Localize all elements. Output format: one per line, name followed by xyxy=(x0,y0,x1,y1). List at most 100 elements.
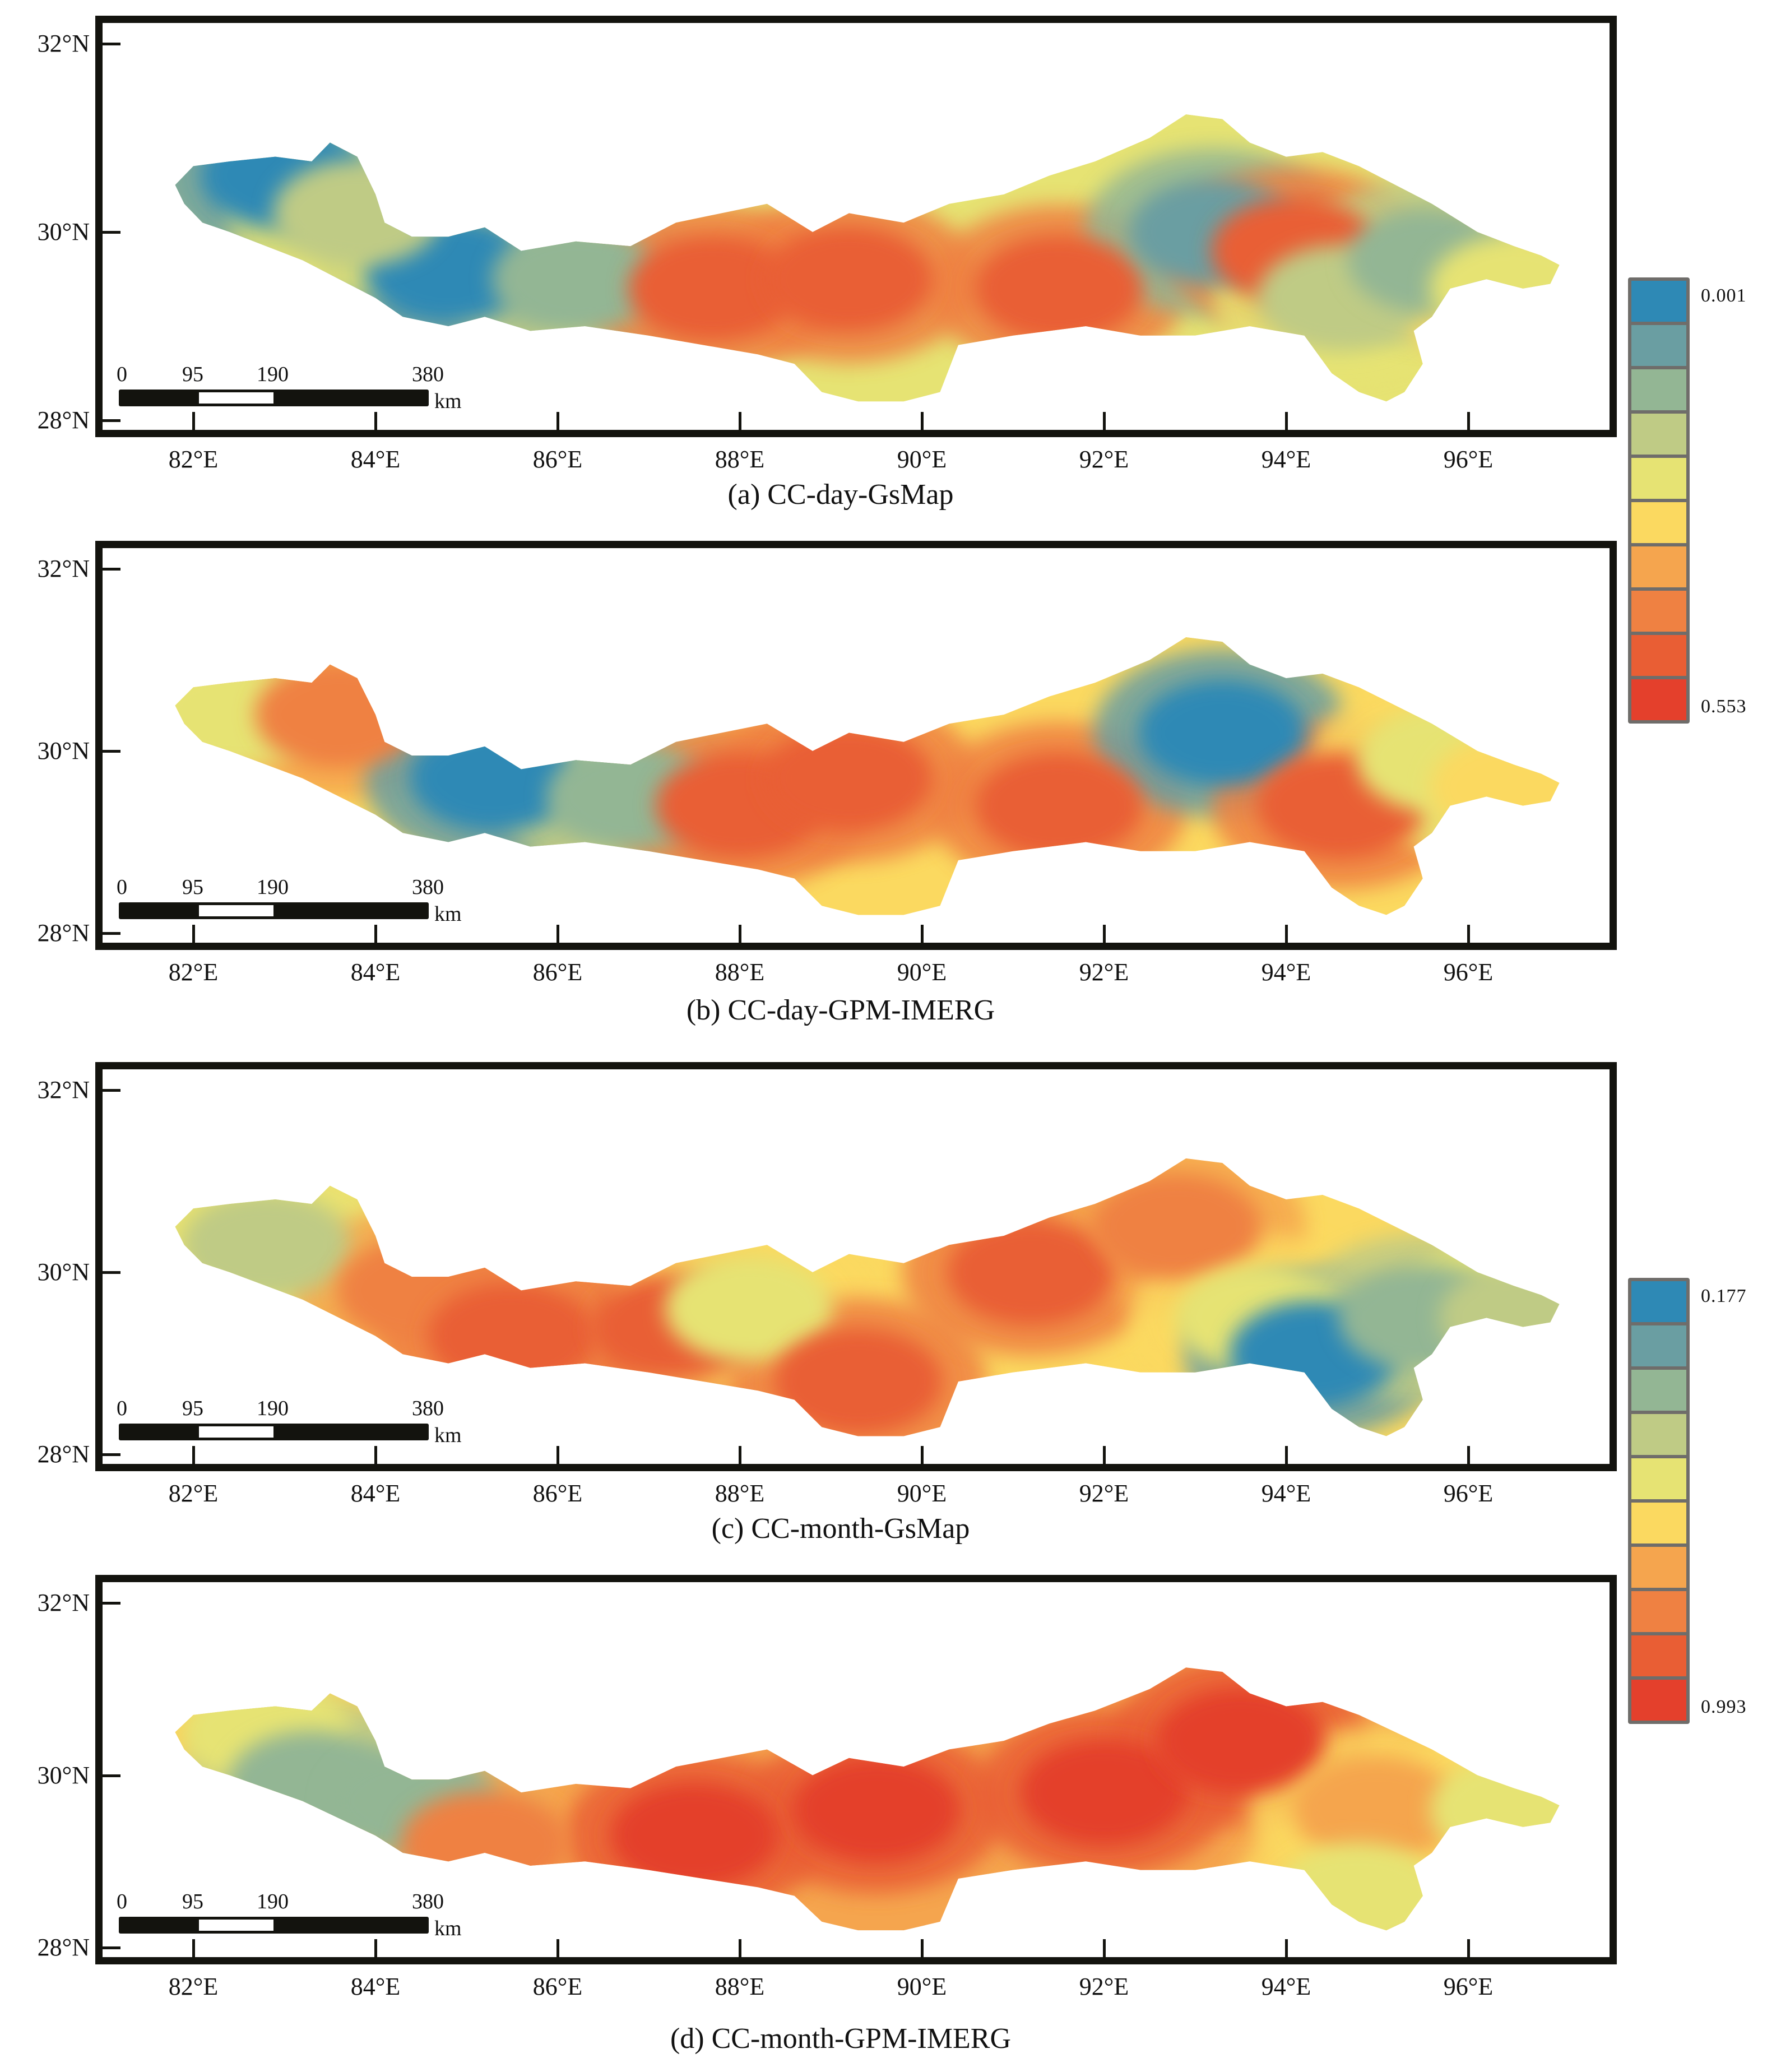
lat-tick xyxy=(103,1453,120,1456)
scale-bar-label: 95 xyxy=(182,363,203,386)
lat-label: 30°N xyxy=(37,1761,90,1789)
lon-tick xyxy=(556,925,559,943)
lat-tick xyxy=(103,568,120,571)
scale-bar-label: 380 xyxy=(412,1397,444,1420)
lon-label: 92°E xyxy=(1079,1973,1129,2000)
map-frame xyxy=(95,1575,1617,1964)
legend-swatch xyxy=(1631,1414,1686,1455)
lon-label: 86°E xyxy=(532,958,583,986)
lat-tick xyxy=(103,43,120,45)
scale-bar-label: 380 xyxy=(412,363,444,386)
lon-tick xyxy=(921,925,924,943)
lon-tick xyxy=(374,1446,377,1464)
scale-bar-unit: km xyxy=(434,902,462,926)
lon-tick xyxy=(921,412,924,430)
lon-tick xyxy=(1103,412,1106,430)
lon-label: 86°E xyxy=(532,446,583,473)
legend-swatch xyxy=(1631,1370,1686,1411)
scale-bar-graphic xyxy=(119,902,429,919)
legend-swatch xyxy=(1631,458,1686,499)
lon-label: 90°E xyxy=(897,958,947,986)
legend-box xyxy=(1628,277,1690,724)
legend-swatch xyxy=(1631,1281,1686,1322)
legend-swatch xyxy=(1631,281,1686,322)
lon-tick xyxy=(1103,1446,1106,1464)
lat-label: 32°N xyxy=(37,1589,90,1616)
legend-swatch xyxy=(1631,1458,1686,1499)
lat-label: 32°N xyxy=(37,1076,90,1104)
lat-label: 28°N xyxy=(37,1440,90,1468)
lat-tick xyxy=(103,750,120,753)
scale-bar-label: 0 xyxy=(117,363,127,386)
legend-swatch xyxy=(1631,325,1686,366)
legend-swatch xyxy=(1631,1547,1686,1588)
lon-label: 90°E xyxy=(897,1480,947,1507)
lon-label: 82°E xyxy=(168,446,219,473)
lon-tick xyxy=(739,925,741,943)
lon-label: 88°E xyxy=(715,958,765,986)
scale-bar-label: 380 xyxy=(412,875,444,899)
lat-tick xyxy=(103,419,120,422)
lon-label: 94°E xyxy=(1261,446,1311,473)
lat-label: 28°N xyxy=(37,919,90,947)
lat-label: 30°N xyxy=(37,1258,90,1286)
lon-label: 82°E xyxy=(168,1480,219,1507)
legend-swatch xyxy=(1631,635,1686,676)
legend-max-label: 0.553 xyxy=(1701,696,1747,717)
lon-label: 88°E xyxy=(715,1973,765,2000)
scale-bar-label: 190 xyxy=(257,1890,289,1913)
legend-swatch xyxy=(1631,369,1686,410)
lon-tick xyxy=(556,1446,559,1464)
lon-label: 92°E xyxy=(1079,958,1129,986)
legend-swatch xyxy=(1631,1680,1686,1721)
lon-label: 82°E xyxy=(168,958,219,986)
legend-swatch xyxy=(1631,414,1686,455)
lon-label: 94°E xyxy=(1261,1973,1311,2000)
lon-label: 86°E xyxy=(532,1480,583,1507)
legend-swatch xyxy=(1631,679,1686,720)
lon-label: 90°E xyxy=(897,1973,947,2000)
lon-tick xyxy=(1103,925,1106,943)
lon-label: 82°E xyxy=(168,1973,219,2000)
legend-swatch xyxy=(1631,591,1686,632)
lon-label: 96°E xyxy=(1443,1973,1494,2000)
lon-tick xyxy=(1103,1939,1106,1957)
scale-bar-label: 95 xyxy=(182,1890,203,1913)
legend-min-label: 0.177 xyxy=(1701,1286,1747,1306)
scale-bar-graphic xyxy=(119,1917,429,1934)
lon-tick xyxy=(921,1446,924,1464)
lon-tick xyxy=(1467,925,1470,943)
lon-tick xyxy=(192,1446,195,1464)
lat-label: 28°N xyxy=(37,406,90,434)
scale-bar-label: 95 xyxy=(182,1397,203,1420)
lon-label: 86°E xyxy=(532,1973,583,2000)
lat-label: 32°N xyxy=(37,555,90,582)
lon-tick xyxy=(1285,1446,1288,1464)
lon-tick xyxy=(1467,1939,1470,1957)
scale-bar-label: 190 xyxy=(257,875,289,899)
scale-bar-unit: km xyxy=(434,1917,462,1940)
lon-tick xyxy=(192,412,195,430)
lon-tick xyxy=(374,1939,377,1957)
lon-tick xyxy=(556,1939,559,1957)
lon-tick xyxy=(739,1939,741,1957)
lat-label: 30°N xyxy=(37,218,90,245)
lon-label: 92°E xyxy=(1079,1480,1129,1507)
lon-tick xyxy=(192,925,195,943)
legend-swatch xyxy=(1631,546,1686,587)
scale-bar-label: 0 xyxy=(117,1397,127,1420)
scale-bar-graphic xyxy=(119,390,429,406)
scale-bar-unit: km xyxy=(434,390,462,413)
scale-bar-white-segment xyxy=(199,1920,273,1931)
scale-bar-white-segment xyxy=(199,1426,273,1438)
lat-label: 30°N xyxy=(37,737,90,764)
panel-caption: (d) CC-month-GPM-IMERG xyxy=(670,2023,1012,2055)
scale-bar-label: 190 xyxy=(257,363,289,386)
lat-tick xyxy=(103,1946,120,1949)
lon-label: 90°E xyxy=(897,446,947,473)
scale-bar-label: 380 xyxy=(412,1890,444,1913)
lon-tick xyxy=(1467,1446,1470,1464)
scale-bar-label: 0 xyxy=(117,875,127,899)
lon-tick xyxy=(556,412,559,430)
lon-tick xyxy=(1285,412,1288,430)
